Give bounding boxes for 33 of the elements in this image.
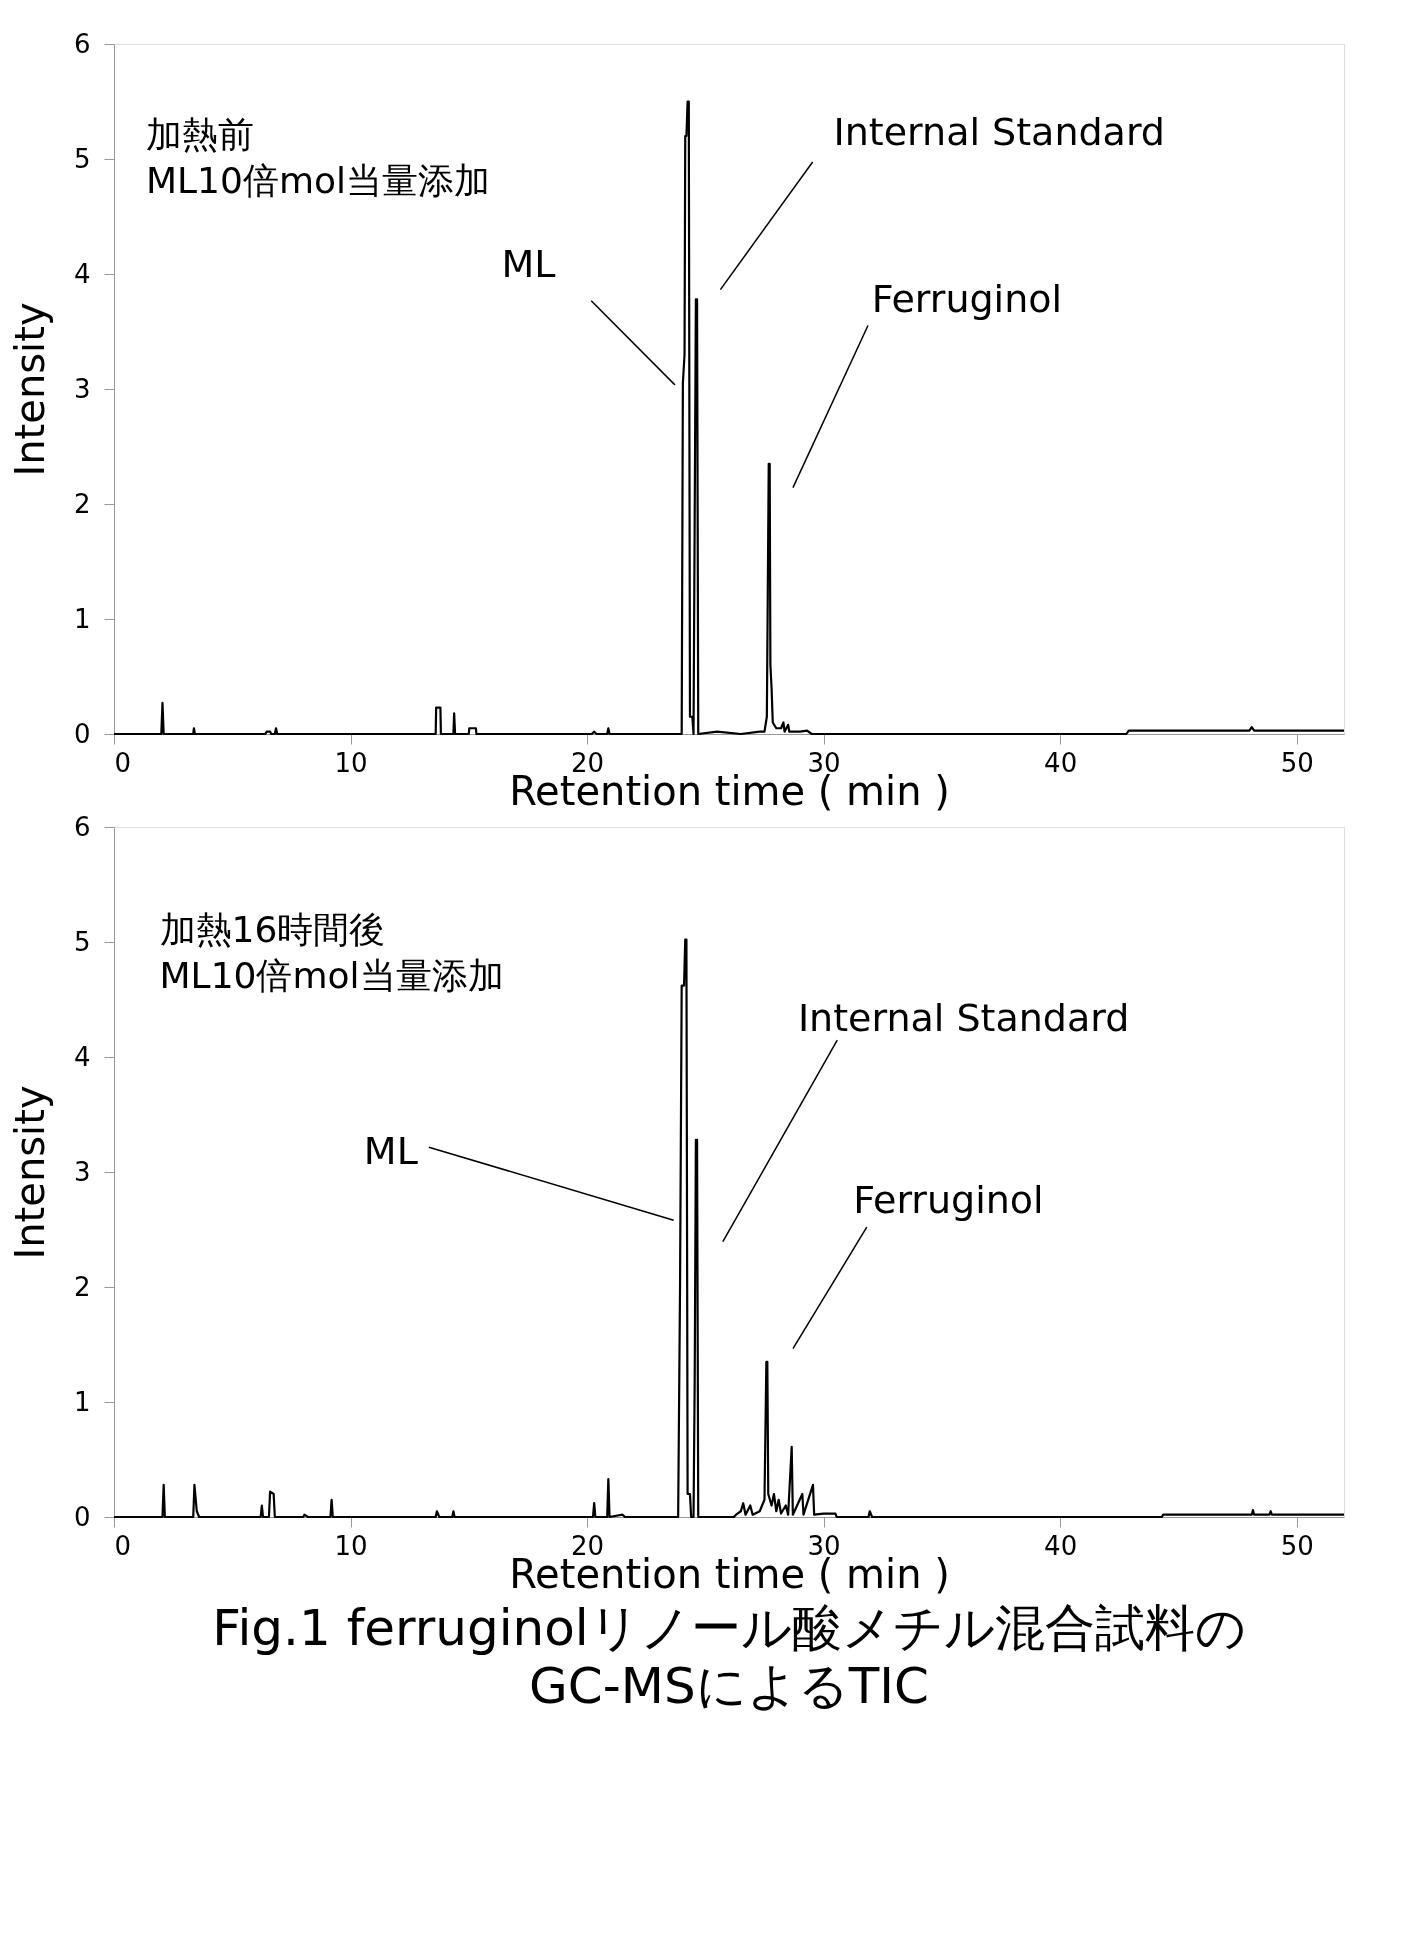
x-tick-label: 0 — [114, 1530, 132, 1561]
x-tick-label: 50 — [1280, 1530, 1314, 1561]
x-tick-label: 10 — [334, 747, 368, 778]
y-tick-label: 4 — [73, 1041, 91, 1072]
annotation: ML — [363, 1128, 418, 1173]
y-tick-label: 0 — [73, 718, 91, 749]
y-tick-label: 1 — [73, 1386, 91, 1417]
y-tick-label: 3 — [73, 1156, 91, 1187]
annotation: Internal Standard — [833, 109, 1165, 154]
annotation: 加熱前 ML10倍mol当量添加 — [145, 113, 491, 201]
annotation: Ferruginol — [871, 277, 1063, 322]
y-tick-label: 5 — [73, 926, 91, 957]
y-axis-title: Intensity — [6, 1085, 53, 1260]
annotation: ML — [501, 241, 556, 286]
text: Fig.1 ferruginolリノール酸メチル混合試料の GC-MSによるTIC — [212, 1599, 1246, 1715]
y-tick-label: 4 — [73, 258, 91, 289]
x-tick-label: 50 — [1280, 747, 1314, 778]
y-tick-label: 0 — [73, 1501, 91, 1532]
annotation: Internal Standard — [797, 995, 1130, 1040]
y-tick-label: 2 — [73, 1271, 91, 1302]
y-tick-label: 5 — [73, 143, 91, 174]
x-tick-label: 10 — [334, 1530, 368, 1561]
y-tick-label: 2 — [73, 488, 91, 519]
annotation: 加熱16時間後 ML10倍mol当量添加 — [159, 908, 504, 996]
x-tick-label: 40 — [1044, 1530, 1078, 1561]
annotation: Ferruginol — [853, 1177, 1044, 1222]
y-tick-label: 3 — [73, 373, 91, 404]
y-tick-label: 6 — [73, 28, 91, 59]
y-tick-label: 1 — [73, 603, 91, 634]
y-tick-label: 6 — [73, 811, 91, 842]
x-tick-label: 0 — [114, 747, 132, 778]
x-tick-label: 40 — [1044, 747, 1078, 778]
y-axis-title: Intensity — [6, 302, 53, 477]
